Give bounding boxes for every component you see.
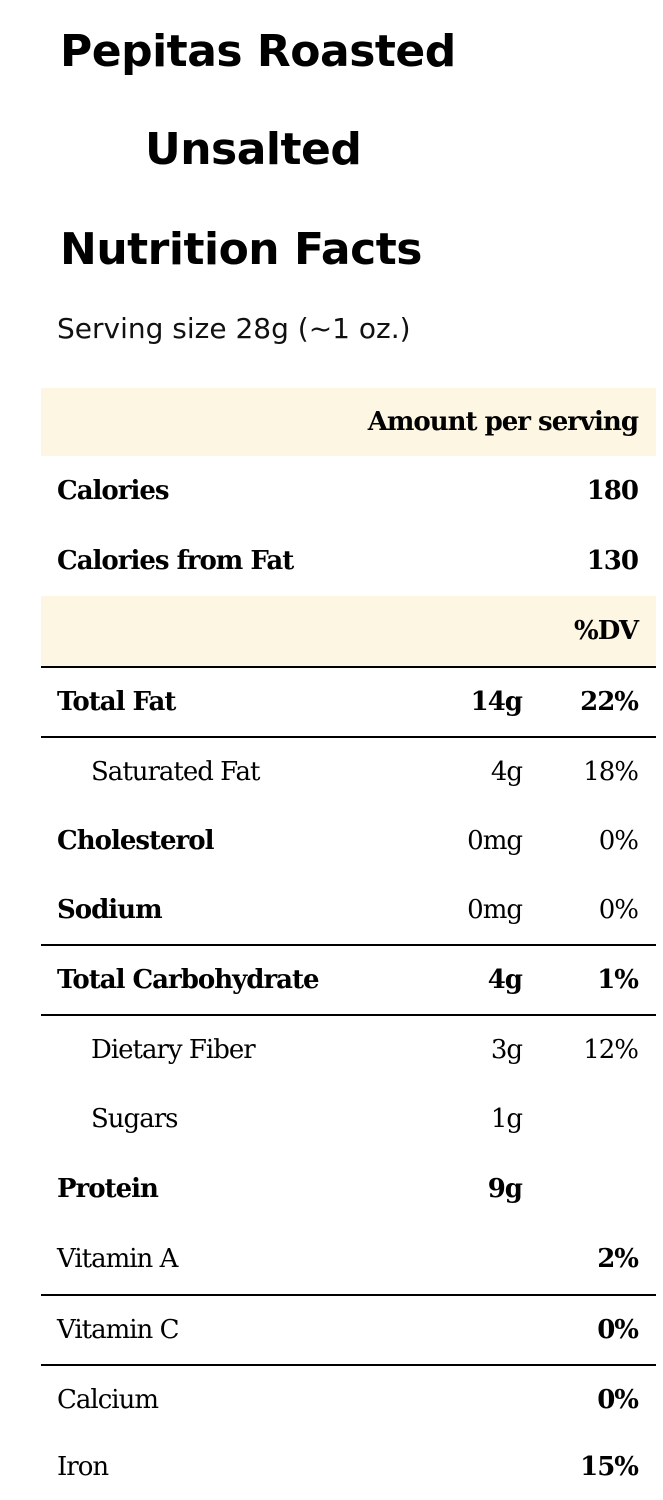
- calories-value: 180: [586, 476, 639, 506]
- amount-per-serving-row: Amount per serving: [41, 388, 656, 456]
- nutrient-dv: 22%: [580, 687, 639, 717]
- nutrient-amount: 9g: [487, 1174, 523, 1204]
- calories-label: Calories: [57, 476, 170, 506]
- nutrient-dv: 12%: [583, 1035, 639, 1065]
- vitamin-name: Vitamin C: [57, 1315, 179, 1345]
- calories-from-fat-row: Calories from Fat 130: [41, 526, 656, 596]
- nutrient-name: Sodium: [57, 895, 163, 925]
- nutrient-amount: 1g: [490, 1104, 523, 1134]
- nutrient-dv: 18%: [583, 757, 639, 787]
- calories-from-fat-label: Calories from Fat: [57, 546, 294, 576]
- nutrition-facts-heading: Nutrition Facts: [60, 224, 422, 275]
- nutrient-amount: 4g: [490, 757, 523, 787]
- nutrient-row: Total Carbohydrate 4g 1%: [41, 946, 656, 1014]
- nutrient-amount: 14g: [470, 687, 523, 717]
- nutrient-name: Saturated Fat: [91, 757, 260, 787]
- vitamin-name: Calcium: [57, 1385, 159, 1415]
- vitamin-row: Vitamin C 0%: [41, 1296, 656, 1364]
- calories-from-fat-value: 130: [586, 546, 639, 576]
- vitamin-name: Vitamin A: [57, 1244, 178, 1274]
- amount-per-serving-label: Amount per serving: [367, 407, 639, 437]
- nutrient-name: Cholesterol: [57, 826, 214, 856]
- nutrient-amount: 3g: [490, 1035, 523, 1065]
- product-title-line2: Unsalted: [145, 124, 362, 175]
- nutrient-amount: 4g: [487, 965, 523, 995]
- nutrient-amount: 0mg: [467, 895, 523, 925]
- vitamin-name: Iron: [57, 1452, 109, 1482]
- serving-size: Serving size 28g (~1 oz.): [57, 312, 411, 345]
- nutrient-name: Dietary Fiber: [91, 1035, 256, 1065]
- product-title-line1: Pepitas Roasted: [60, 26, 456, 77]
- vitamin-dv: 0%: [597, 1385, 639, 1415]
- nutrient-name: Sugars: [91, 1104, 178, 1134]
- nutrient-amount: 0mg: [467, 826, 523, 856]
- nutrient-row: Sodium 0mg 0%: [41, 876, 656, 944]
- vitamin-dv: 0%: [597, 1315, 639, 1345]
- divider: [41, 1014, 656, 1016]
- nutrient-row: Total Fat 14g 22%: [41, 668, 656, 736]
- dv-header: %DV: [574, 616, 639, 646]
- vitamin-dv: 15%: [580, 1452, 639, 1482]
- nutrient-row: Sugars 1g: [41, 1084, 656, 1154]
- nutrient-dv: 1%: [597, 965, 639, 995]
- nutrient-dv: 0%: [598, 895, 639, 925]
- nutrient-name: Total Carbohydrate: [57, 965, 320, 995]
- nutrient-name: Total Fat: [57, 687, 176, 717]
- vitamin-row: Calcium 0%: [41, 1366, 656, 1434]
- divider: [41, 1364, 656, 1366]
- divider: [41, 944, 656, 946]
- divider: [41, 1294, 656, 1296]
- nutrient-row: Protein 9g: [41, 1154, 656, 1224]
- vitamin-row: Vitamin A 2%: [41, 1224, 656, 1294]
- nutrient-row: Saturated Fat 4g 18%: [41, 738, 656, 806]
- calories-row: Calories 180: [41, 456, 656, 526]
- vitamin-dv: 2%: [597, 1244, 639, 1274]
- dv-header-row: %DV: [41, 596, 656, 666]
- nutrient-dv: 0%: [598, 826, 639, 856]
- nutrient-row: Cholesterol 0mg 0%: [41, 806, 656, 876]
- nutrient-row: Dietary Fiber 3g 12%: [41, 1016, 656, 1084]
- vitamin-row: Iron 15%: [41, 1434, 656, 1500]
- divider: [41, 666, 656, 668]
- divider: [41, 736, 656, 738]
- nutrient-name: Protein: [57, 1174, 159, 1204]
